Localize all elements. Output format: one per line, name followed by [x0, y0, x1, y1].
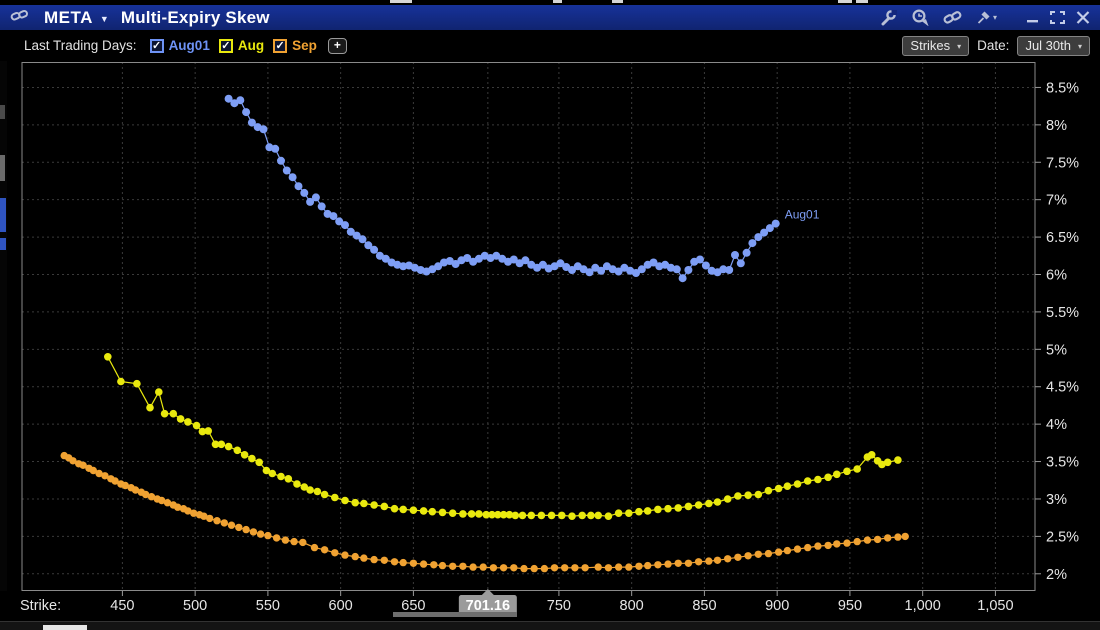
chevron-down-icon: ▾: [1077, 41, 1082, 51]
svg-text:8%: 8%: [1046, 118, 1067, 134]
link-icon[interactable]: [943, 10, 963, 25]
svg-text:3.5%: 3.5%: [1046, 455, 1079, 471]
svg-text:5.5%: 5.5%: [1046, 305, 1079, 321]
background-artifact: [856, 0, 868, 3]
svg-text:500: 500: [183, 598, 207, 614]
series-toggle-aug[interactable]: ✓ Aug: [218, 38, 265, 53]
last-trading-days-label: Last Trading Days:: [24, 38, 137, 53]
svg-text:600: 600: [329, 598, 353, 614]
svg-text:6.5%: 6.5%: [1046, 230, 1079, 246]
svg-text:750: 750: [547, 598, 571, 614]
background-window-left-edge: [0, 60, 7, 591]
svg-text:2%: 2%: [1046, 567, 1067, 583]
svg-text:550: 550: [256, 598, 280, 614]
svg-text:7%: 7%: [1046, 193, 1067, 209]
alerts-icon[interactable]: [910, 9, 930, 26]
background-artifact: [43, 625, 87, 630]
background-artifact: [0, 105, 5, 119]
chart-area[interactable]: 2% 2.5% 3% 3.5% 4% 4.5% 5% 5.5% 6% 6.5% 7% 7.5% 8% 8.…: [0, 62, 1100, 630]
chevron-down-icon: ▼: [99, 13, 109, 24]
chevron-down-icon: ▾: [992, 13, 997, 22]
background-artifact: [393, 612, 517, 617]
svg-text:900: 900: [765, 598, 789, 614]
pushpin-icon[interactable]: ▾: [976, 10, 997, 25]
svg-text:8.5%: 8.5%: [1046, 80, 1079, 96]
series-toggle-label[interactable]: Sep: [292, 38, 317, 53]
skew-chart[interactable]: 2% 2.5% 3% 3.5% 4% 4.5% 5% 5.5% 6% 6.5% 7% 7.5% 8% 8.…: [0, 62, 1100, 630]
svg-text:701.16: 701.16: [466, 598, 510, 614]
minimize-button[interactable]: [1026, 12, 1039, 24]
svg-text:Aug01: Aug01: [785, 208, 820, 222]
series-toggle-aug01[interactable]: ✓ Aug01: [149, 38, 210, 53]
checkbox-checked-icon[interactable]: ✓: [218, 38, 233, 53]
svg-text:850: 850: [692, 598, 716, 614]
strikes-button-label: Strikes: [910, 38, 951, 53]
svg-text:650: 650: [401, 598, 425, 614]
symbol-label: META: [44, 7, 93, 27]
checkbox-checked-icon[interactable]: ✓: [273, 38, 288, 53]
svg-text:Strike:: Strike:: [20, 598, 61, 614]
background-artifact: [838, 0, 852, 3]
background-window-top-edge: [0, 0, 1100, 5]
svg-text:4.5%: 4.5%: [1046, 380, 1079, 396]
background-artifact: [0, 155, 5, 181]
toolbar: Last Trading Days: ✓ Aug01 ✓ Aug ✓ Sep +…: [0, 30, 1100, 61]
background-artifact: [553, 0, 562, 3]
series-toggle-label[interactable]: Aug01: [168, 38, 210, 53]
wrench-icon[interactable]: [880, 9, 897, 26]
series-toggle-label[interactable]: Aug: [237, 38, 265, 53]
maximize-button[interactable]: [1050, 11, 1065, 24]
close-button[interactable]: [1076, 11, 1090, 24]
checkbox-checked-icon[interactable]: ✓: [149, 38, 164, 53]
link-icon[interactable]: [10, 8, 30, 28]
svg-text:950: 950: [838, 598, 862, 614]
svg-text:4%: 4%: [1046, 417, 1067, 433]
background-artifact: [0, 198, 6, 232]
svg-text:1,000: 1,000: [905, 598, 941, 614]
series-toggle-sep[interactable]: ✓ Sep: [273, 38, 317, 53]
page-title: Multi-Expiry Skew: [120, 7, 270, 27]
svg-text:1,050: 1,050: [977, 598, 1013, 614]
svg-text:3%: 3%: [1046, 492, 1067, 508]
date-label: Date:: [977, 38, 1010, 53]
background-artifact: [0, 238, 6, 250]
date-value: Jul 30th: [1025, 38, 1071, 53]
svg-text:450: 450: [110, 598, 134, 614]
svg-text:5%: 5%: [1046, 342, 1067, 358]
background-artifact: [612, 0, 623, 3]
background-artifact: [390, 0, 412, 3]
svg-text:2.5%: 2.5%: [1046, 529, 1079, 545]
svg-text:6%: 6%: [1046, 267, 1067, 283]
add-expiry-button[interactable]: +: [327, 37, 347, 54]
chevron-down-icon: ▾: [957, 41, 962, 51]
titlebar: META ▼ Multi-Expiry Skew: [0, 5, 1100, 30]
date-dropdown-button[interactable]: Jul 30th ▾: [1017, 35, 1090, 56]
strikes-dropdown-button[interactable]: Strikes ▾: [902, 35, 970, 56]
svg-text:7.5%: 7.5%: [1046, 155, 1079, 171]
symbol-dropdown[interactable]: META ▼: [30, 8, 109, 28]
background-window-bottom-edge: [0, 621, 1100, 630]
svg-text:800: 800: [620, 598, 644, 614]
